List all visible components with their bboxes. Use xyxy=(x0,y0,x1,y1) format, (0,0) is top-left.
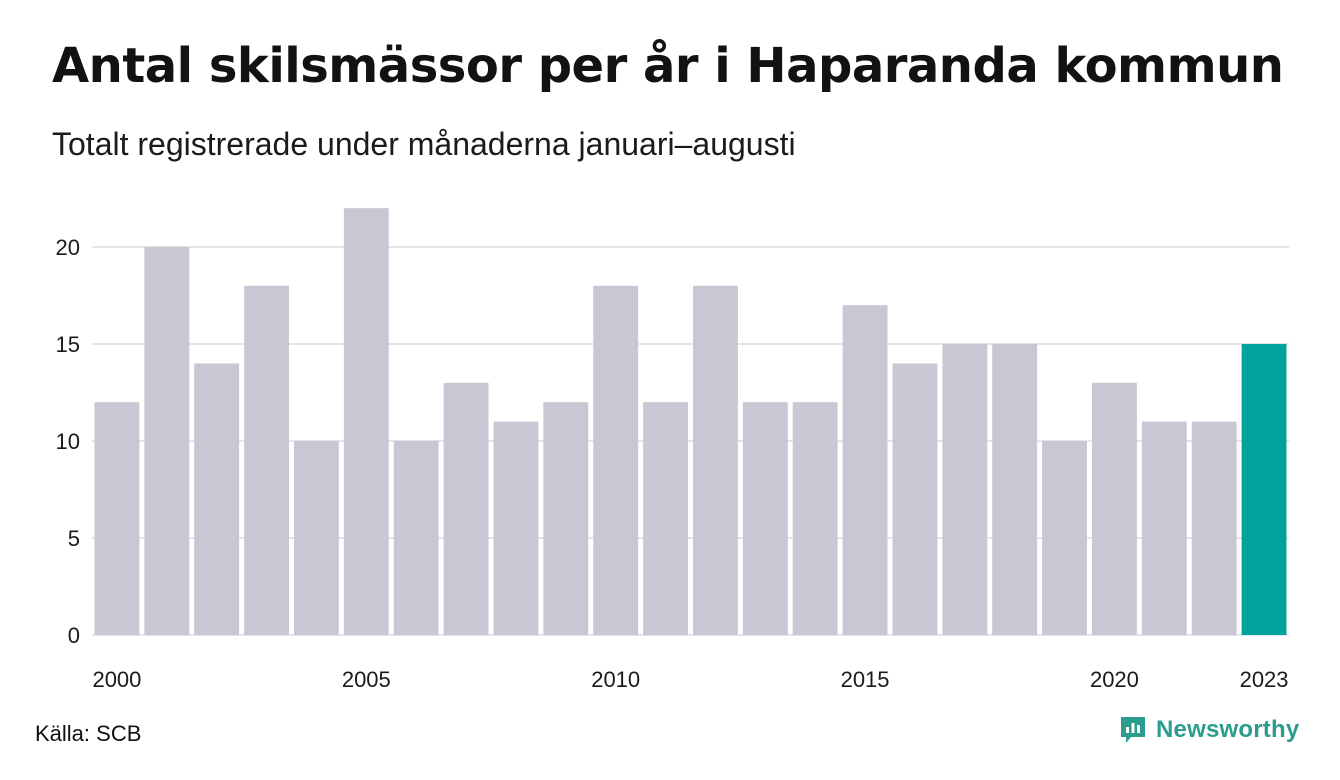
bar xyxy=(643,402,688,635)
bar xyxy=(992,344,1038,635)
bar xyxy=(792,402,838,635)
x-tick-label: 2023 xyxy=(1240,667,1289,692)
bar xyxy=(742,402,788,635)
bar xyxy=(144,247,190,635)
y-tick-label: 15 xyxy=(56,332,80,357)
bar xyxy=(443,382,489,635)
y-tick-label: 20 xyxy=(56,235,80,260)
brand-logo: Newsworthy xyxy=(1118,714,1299,746)
x-tick-label: 2015 xyxy=(841,667,890,692)
y-tick-label: 5 xyxy=(68,526,80,551)
bar xyxy=(393,441,439,635)
x-tick-label: 2000 xyxy=(92,667,141,692)
source-note: Källa: SCB xyxy=(35,721,142,746)
chart-subtitle: Totalt registrerade under månaderna janu… xyxy=(52,126,796,162)
bar xyxy=(892,363,938,635)
x-tick-label: 2010 xyxy=(591,667,640,692)
bar xyxy=(493,421,539,635)
y-tick-label: 10 xyxy=(56,429,80,454)
x-tick-label: 2020 xyxy=(1090,667,1139,692)
bar xyxy=(593,285,639,635)
bar xyxy=(942,344,988,635)
bar xyxy=(294,441,339,635)
bar xyxy=(1141,421,1187,635)
bar xyxy=(1191,421,1237,635)
bar xyxy=(1241,344,1287,635)
bar xyxy=(343,208,389,635)
bar xyxy=(842,305,888,635)
bar xyxy=(693,285,738,635)
bar xyxy=(94,402,140,635)
x-tick-label: 2005 xyxy=(342,667,391,692)
brand-name: Newsworthy xyxy=(1156,716,1300,743)
bar xyxy=(194,363,240,635)
bar xyxy=(1092,382,1137,635)
newsworthy-logo-icon xyxy=(1121,717,1145,743)
bar xyxy=(244,285,289,635)
bar xyxy=(543,402,589,635)
chart-title: Antal skilsmässor per år i Haparanda kom… xyxy=(52,38,1284,94)
bar xyxy=(1042,441,1087,635)
y-tick-label: 0 xyxy=(68,623,80,648)
